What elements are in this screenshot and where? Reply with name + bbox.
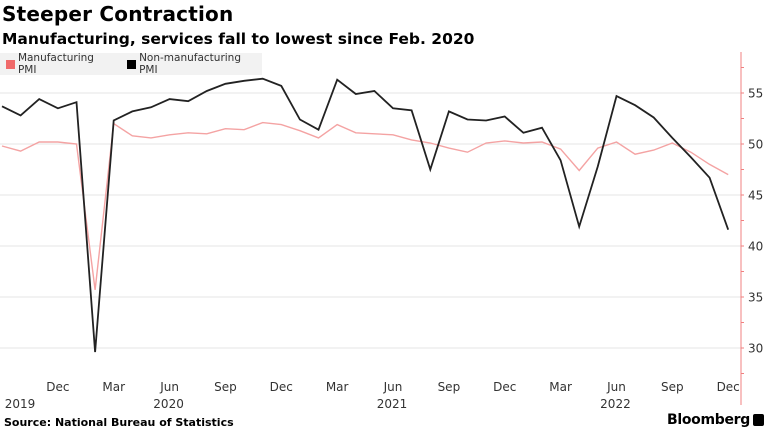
series-line-manufacturing bbox=[1, 121, 729, 290]
x-tick-label: Jun bbox=[606, 380, 626, 394]
series-line-non-manufacturing bbox=[1, 77, 730, 353]
x-tick-label: Sep bbox=[661, 380, 684, 394]
x-tick-label: Jun bbox=[159, 380, 179, 394]
legend-item-non-manufacturing: Non-manufacturing PMI bbox=[127, 52, 262, 76]
y-tick-label: 45 bbox=[748, 189, 763, 203]
legend-swatch-manufacturing bbox=[6, 59, 15, 69]
x-tick-label: Jun bbox=[383, 380, 403, 394]
legend-label-non-manufacturing: Non-manufacturing PMI bbox=[139, 52, 242, 76]
x-year-label: 2020 bbox=[153, 397, 184, 411]
x-year-label: 2019 bbox=[5, 397, 36, 411]
y-tick-label: 30 bbox=[748, 342, 763, 356]
y-tick-label: 50 bbox=[748, 138, 763, 152]
y-tick-label: 40 bbox=[748, 240, 763, 254]
x-tick-label: Sep bbox=[438, 380, 461, 394]
source-note: Source: National Bureau of Statistics bbox=[4, 416, 234, 429]
bloomberg-logo: Bloomberg bbox=[666, 412, 750, 428]
x-tick-label: Dec bbox=[493, 380, 516, 394]
x-tick-label: Mar bbox=[102, 380, 125, 394]
x-tick-label: Sep bbox=[214, 380, 237, 394]
y-tick-label: 35 bbox=[748, 291, 763, 305]
bloomberg-terminal-icon bbox=[753, 414, 764, 426]
y-tick-label: 55 bbox=[748, 87, 763, 101]
x-year-label: 2022 bbox=[600, 397, 631, 411]
x-tick-label: Dec bbox=[270, 380, 293, 394]
x-tick-label: Dec bbox=[717, 380, 740, 394]
chart-subtitle: Manufacturing, services fall to lowest s… bbox=[2, 30, 475, 48]
x-tick-label: Mar bbox=[549, 380, 572, 394]
x-year-label: 2021 bbox=[377, 397, 408, 411]
legend: Manufacturing PMI Non-manufacturing PMI bbox=[0, 52, 262, 76]
legend-label-manufacturing: Manufacturing PMI bbox=[17, 52, 94, 76]
legend-swatch-non-manufacturing bbox=[127, 59, 137, 69]
x-tick-label: Dec bbox=[46, 380, 69, 394]
x-tick-label: Mar bbox=[326, 380, 349, 394]
legend-item-manufacturing: Manufacturing PMI bbox=[6, 52, 115, 76]
chart-title: Steeper Contraction bbox=[2, 2, 234, 26]
